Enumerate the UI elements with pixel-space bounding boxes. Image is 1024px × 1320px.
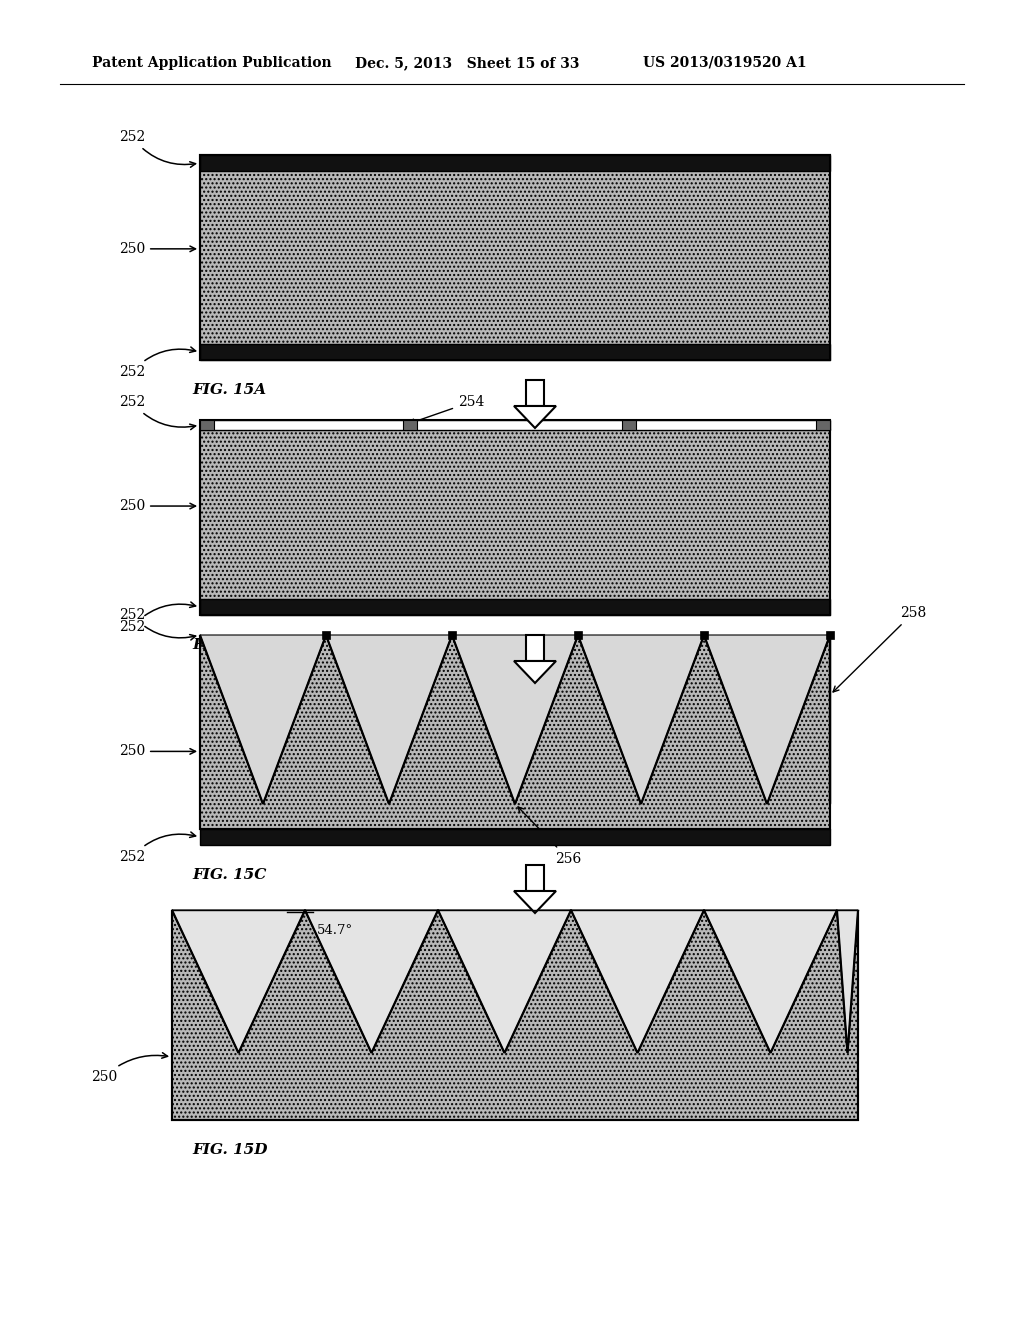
Text: 250: 250 xyxy=(119,499,196,513)
Text: 258: 258 xyxy=(834,606,927,692)
Polygon shape xyxy=(200,635,830,829)
Polygon shape xyxy=(172,909,305,1053)
Text: 256: 256 xyxy=(518,807,582,866)
Text: 252: 252 xyxy=(119,129,196,168)
Polygon shape xyxy=(705,909,837,1053)
Text: 250: 250 xyxy=(119,242,196,256)
Polygon shape xyxy=(200,635,326,804)
Text: US 2013/0319520 A1: US 2013/0319520 A1 xyxy=(643,55,807,70)
Bar xyxy=(526,865,544,891)
Text: Patent Application Publication: Patent Application Publication xyxy=(92,55,332,70)
Text: 252: 252 xyxy=(119,609,196,640)
Polygon shape xyxy=(514,891,556,913)
Bar xyxy=(200,154,830,360)
Bar xyxy=(449,631,456,639)
Bar xyxy=(200,154,830,172)
Polygon shape xyxy=(571,909,705,1053)
Bar xyxy=(200,430,830,615)
Bar xyxy=(200,420,214,430)
Bar xyxy=(200,420,830,615)
Text: FIG. 15D: FIG. 15D xyxy=(193,1143,267,1158)
Bar xyxy=(826,631,834,639)
Polygon shape xyxy=(514,661,556,682)
Polygon shape xyxy=(452,635,578,804)
Text: FIG. 15C: FIG. 15C xyxy=(193,869,266,882)
Polygon shape xyxy=(172,909,858,1119)
Bar xyxy=(574,631,582,639)
Bar xyxy=(200,829,830,845)
Text: 250: 250 xyxy=(119,744,196,759)
Text: 252: 252 xyxy=(119,832,196,865)
Text: 254: 254 xyxy=(410,395,484,424)
Polygon shape xyxy=(326,635,452,804)
Bar xyxy=(816,420,830,430)
Polygon shape xyxy=(837,909,858,1053)
Text: Dec. 5, 2013   Sheet 15 of 33: Dec. 5, 2013 Sheet 15 of 33 xyxy=(355,55,580,70)
Text: 252: 252 xyxy=(119,347,196,379)
Text: 252: 252 xyxy=(119,602,196,634)
Polygon shape xyxy=(305,909,438,1053)
Text: FIG. 15B: FIG. 15B xyxy=(193,638,267,652)
Bar xyxy=(526,635,544,661)
Bar xyxy=(403,420,417,430)
Polygon shape xyxy=(705,635,830,804)
Text: 54.7°: 54.7° xyxy=(317,924,353,937)
Text: 250: 250 xyxy=(91,1053,168,1084)
Bar xyxy=(526,380,544,407)
Bar xyxy=(700,631,708,639)
Polygon shape xyxy=(578,635,705,804)
Text: 252: 252 xyxy=(119,395,196,429)
Polygon shape xyxy=(438,909,571,1053)
Bar xyxy=(622,420,636,430)
Bar xyxy=(200,420,830,430)
Polygon shape xyxy=(514,407,556,428)
Bar xyxy=(200,345,830,360)
Text: FIG. 15A: FIG. 15A xyxy=(193,383,266,397)
Bar xyxy=(200,154,830,360)
Bar xyxy=(200,599,830,615)
Bar xyxy=(322,631,330,639)
